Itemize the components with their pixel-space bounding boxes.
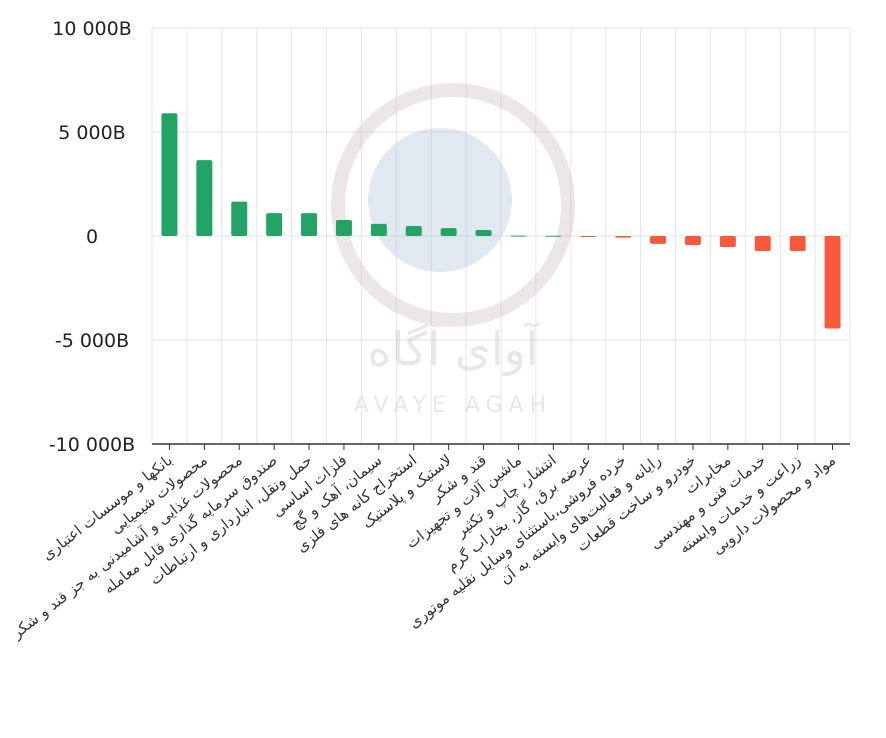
y-tick-label: -10 000B <box>49 434 135 456</box>
watermark-text: آوای آگاه <box>367 322 540 377</box>
bar <box>370 223 387 236</box>
y-tick-label: 5 000B <box>58 122 125 144</box>
bar <box>789 236 806 252</box>
watermark-subtext: AVAYE AGAH <box>354 393 552 418</box>
bar <box>510 235 527 237</box>
bar <box>650 236 667 244</box>
watermark: آوای آگاه AVAYE AGAH <box>331 83 575 418</box>
bar <box>719 236 736 248</box>
bar <box>580 236 597 237</box>
bar <box>196 160 213 236</box>
bar <box>335 219 352 236</box>
bar <box>405 226 422 236</box>
bar <box>301 213 318 236</box>
bar <box>615 236 632 238</box>
bar <box>545 235 562 237</box>
bar <box>824 236 841 329</box>
bar <box>754 236 771 251</box>
bar <box>684 236 701 245</box>
bar <box>440 228 457 236</box>
y-tick-label: -5 000B <box>55 330 129 352</box>
y-tick-label: 10 000B <box>52 18 132 40</box>
bar <box>231 201 248 236</box>
bar <box>475 229 492 236</box>
bar <box>161 113 178 236</box>
bar <box>266 213 283 236</box>
watermark-globe <box>368 128 512 272</box>
watermark-ring <box>331 83 575 327</box>
y-tick-label: 0 <box>86 226 98 248</box>
